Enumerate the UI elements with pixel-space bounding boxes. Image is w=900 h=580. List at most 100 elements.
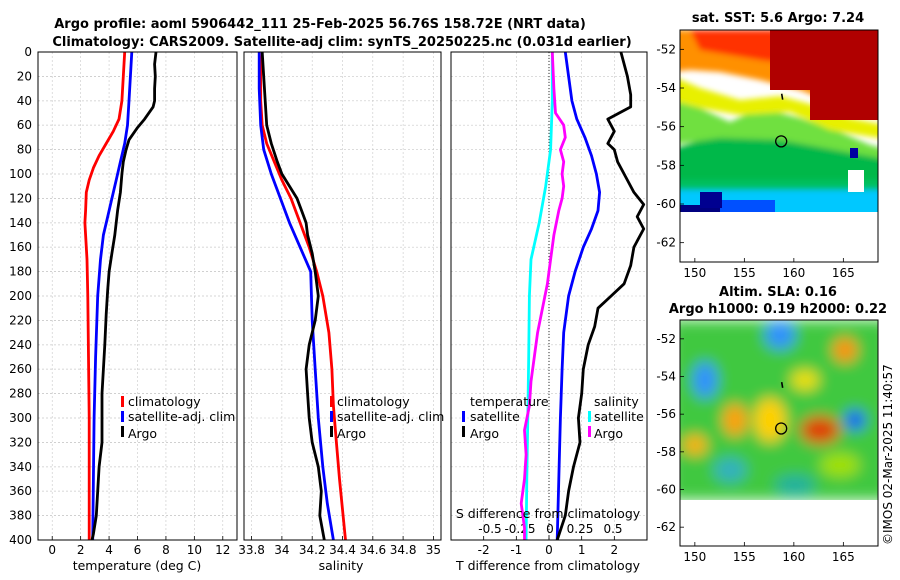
legend-label-temp-argo: Argo xyxy=(470,426,499,441)
map-y-tick-label: -60 xyxy=(656,197,676,211)
series-line-climatology xyxy=(83,51,127,540)
top-tick-label: 0 xyxy=(546,522,554,536)
legend-title-temperature: temperature xyxy=(470,394,549,409)
y-tick-label: 340 xyxy=(9,460,32,474)
map-y-tick-label: -54 xyxy=(656,370,676,384)
x-tick-label: 2 xyxy=(611,543,619,557)
difference-legend-temperature: temperature satellite Argo xyxy=(462,394,549,441)
map-y-tick-label: -56 xyxy=(656,407,676,421)
y-tick-label: 260 xyxy=(9,362,32,376)
map-track-mark xyxy=(780,382,784,388)
series-line-argo xyxy=(90,51,158,541)
sla-argo-position-marker xyxy=(775,422,788,435)
x-tick-label: 1 xyxy=(578,543,586,557)
x-tick-label: 33.8 xyxy=(238,543,265,557)
map-x-tick-label: 150 xyxy=(683,266,706,280)
plot-frame xyxy=(37,51,238,541)
legend-label-climatology: climatology xyxy=(337,394,410,409)
map-x-tick-label: 165 xyxy=(832,550,855,564)
salinity-legend: climatology satellite-adj. clim Argo xyxy=(330,394,444,441)
x-tick-label: 4 xyxy=(105,543,113,557)
figure-title-line1: Argo profile: aoml 5906442_111 25-Feb-20… xyxy=(54,17,586,32)
salinity-panel: 33.8 34 34.2 34.4 34.6 34.8 35 xyxy=(238,51,442,557)
legend-label-argo: Argo xyxy=(128,426,157,441)
x-tick-label: 12 xyxy=(215,543,230,557)
legend-label-climatology: climatology xyxy=(128,394,201,409)
footer-timestamp: ©IMOS 02-Mar-2025 11:40:57 xyxy=(881,364,895,545)
legend-label-sal-satellite: satellite xyxy=(594,409,644,424)
sla-field xyxy=(680,320,878,546)
legend-label-satellite: satellite-adj. clim xyxy=(128,409,235,424)
legend-swatch-temp-argo xyxy=(462,426,465,437)
y-tick-label: 320 xyxy=(9,435,32,449)
y-tick-label: 20 xyxy=(17,69,32,83)
plot-frame xyxy=(243,51,442,541)
legend-label-sal-argo: Argo xyxy=(594,426,623,441)
difference-top-xlabel: S difference from climatology xyxy=(456,506,641,521)
salinity-xlabel: salinity xyxy=(319,558,364,573)
x-tick-label: 35 xyxy=(426,543,441,557)
top-tick-label: 0.5 xyxy=(603,522,622,536)
top-tick-label: 0.25 xyxy=(567,522,594,536)
top-tick-label: -0.5 xyxy=(478,522,501,536)
figure-title-line2: Climatology: CARS2009. Satellite-adj cli… xyxy=(52,35,631,50)
y-tick-label: 300 xyxy=(9,411,32,425)
y-tick-label: 200 xyxy=(9,289,32,303)
x-tick-label: 34 xyxy=(274,543,289,557)
y-tick-label: 380 xyxy=(9,509,32,523)
sst-field xyxy=(680,30,878,262)
legend-swatch-climatology xyxy=(121,396,124,407)
sla-map-title-line2: Argo h1000: 0.19 h2000: 0.22 xyxy=(669,302,887,317)
y-tick-label: 160 xyxy=(9,240,32,254)
legend-swatch-satellite xyxy=(330,411,333,422)
x-tick-label: 10 xyxy=(187,543,202,557)
map-x-tick-label: 155 xyxy=(733,266,756,280)
map-y-tick-label: -52 xyxy=(656,332,676,346)
y-tick-label: 240 xyxy=(9,338,32,352)
sst-map-title: sat. SST: 5.6 Argo: 7.24 xyxy=(692,11,864,26)
x-tick-label: 8 xyxy=(162,543,170,557)
map-y-tick-label: -62 xyxy=(656,520,676,534)
y-tick-label: 80 xyxy=(17,143,32,157)
map-y-tick-label: -58 xyxy=(656,445,676,459)
sla-map-title-line1: Altim. SLA: 0.16 xyxy=(719,285,837,300)
map-x-tick-label: 155 xyxy=(733,550,756,564)
sst-argo-position-marker xyxy=(775,135,788,148)
map-track-mark xyxy=(780,93,784,100)
x-tick-label: 6 xyxy=(134,543,142,557)
series-line-salinity-satellite xyxy=(524,52,554,541)
map-y-tick-label: -52 xyxy=(656,42,676,56)
series-line-temperature-argo xyxy=(555,51,646,541)
map-x-tick-label: 160 xyxy=(782,550,805,564)
y-tick-label: 360 xyxy=(9,484,32,498)
y-tick-label: 120 xyxy=(9,191,32,205)
x-tick-label: 0 xyxy=(48,543,56,557)
legend-swatch-climatology xyxy=(330,396,333,407)
map-y-tick-label: -54 xyxy=(656,81,676,95)
x-tick-label: -2 xyxy=(478,543,490,557)
x-tick-label: 34.2 xyxy=(299,543,326,557)
difference-xlabel: T difference from climatology xyxy=(455,558,641,573)
y-tick-label: 40 xyxy=(17,94,32,108)
top-tick-label: -0.25 xyxy=(504,522,535,536)
sla-map: 150 155 160 165 -52 -54 -56 -58 -60 -62 xyxy=(656,319,879,564)
legend-label-satellite: satellite-adj. clim xyxy=(337,409,444,424)
temperature-panel: 0 2 4 6 8 10 120204060801001201401601802002202… xyxy=(9,45,238,557)
legend-label-argo: Argo xyxy=(337,426,366,441)
map-y-tick-label: -62 xyxy=(656,236,676,250)
y-tick-label: 180 xyxy=(9,265,32,279)
plot-frame xyxy=(450,51,648,541)
temperature-xlabel: temperature (deg C) xyxy=(73,558,202,573)
x-tick-label: 34.8 xyxy=(390,543,417,557)
legend-label-temp-satellite: satellite xyxy=(470,409,520,424)
temperature-legend: climatology satellite-adj. clim Argo xyxy=(121,394,235,441)
series-line-satellite-adj-clim xyxy=(257,52,335,541)
x-tick-label: 0 xyxy=(545,543,553,557)
y-tick-label: 60 xyxy=(17,118,32,132)
y-tick-label: 140 xyxy=(9,216,32,230)
legend-swatch-satellite xyxy=(121,411,124,422)
legend-title-salinity: salinity xyxy=(594,394,639,409)
legend-swatch-sal-satellite xyxy=(588,411,591,422)
x-tick-label: 34.6 xyxy=(359,543,386,557)
